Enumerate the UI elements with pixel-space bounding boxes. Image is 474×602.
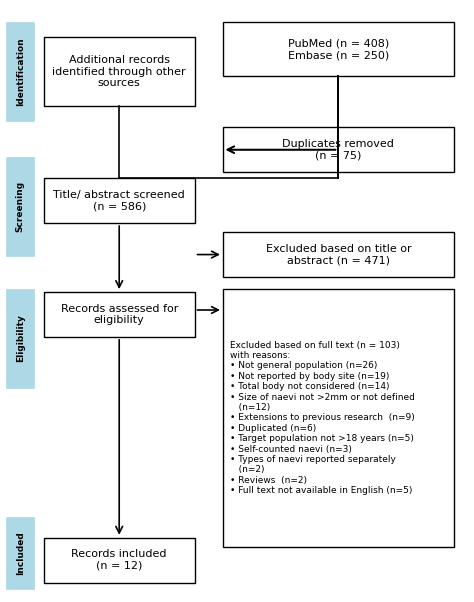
Text: PubMed (n = 408)
Embase (n = 250): PubMed (n = 408) Embase (n = 250) [288,39,389,60]
FancyBboxPatch shape [223,127,454,172]
Text: Records assessed for
eligibility: Records assessed for eligibility [61,303,178,325]
FancyBboxPatch shape [223,22,454,76]
FancyBboxPatch shape [44,538,195,583]
Text: Eligibility: Eligibility [16,314,25,362]
FancyBboxPatch shape [6,289,35,388]
FancyBboxPatch shape [223,232,454,277]
Text: Records included
(n = 12): Records included (n = 12) [72,550,167,571]
FancyBboxPatch shape [223,289,454,547]
FancyBboxPatch shape [6,22,35,121]
Text: Included: Included [16,531,25,574]
FancyBboxPatch shape [6,157,35,256]
Text: Title/ abstract screened
(n = 586): Title/ abstract screened (n = 586) [53,190,185,211]
Text: Additional records
identified through other
sources: Additional records identified through ot… [53,55,186,88]
FancyBboxPatch shape [44,292,195,337]
Text: Duplicates removed
(n = 75): Duplicates removed (n = 75) [283,139,394,161]
Text: Excluded based on title or
abstract (n = 471): Excluded based on title or abstract (n =… [265,244,411,265]
Text: Screening: Screening [16,181,25,232]
Text: Identification: Identification [16,37,25,106]
FancyBboxPatch shape [44,178,195,223]
FancyBboxPatch shape [44,37,195,106]
FancyBboxPatch shape [6,517,35,589]
Text: Excluded based on full text (n = 103)
with reasons:
• Not general population (n=: Excluded based on full text (n = 103) wi… [230,341,415,495]
